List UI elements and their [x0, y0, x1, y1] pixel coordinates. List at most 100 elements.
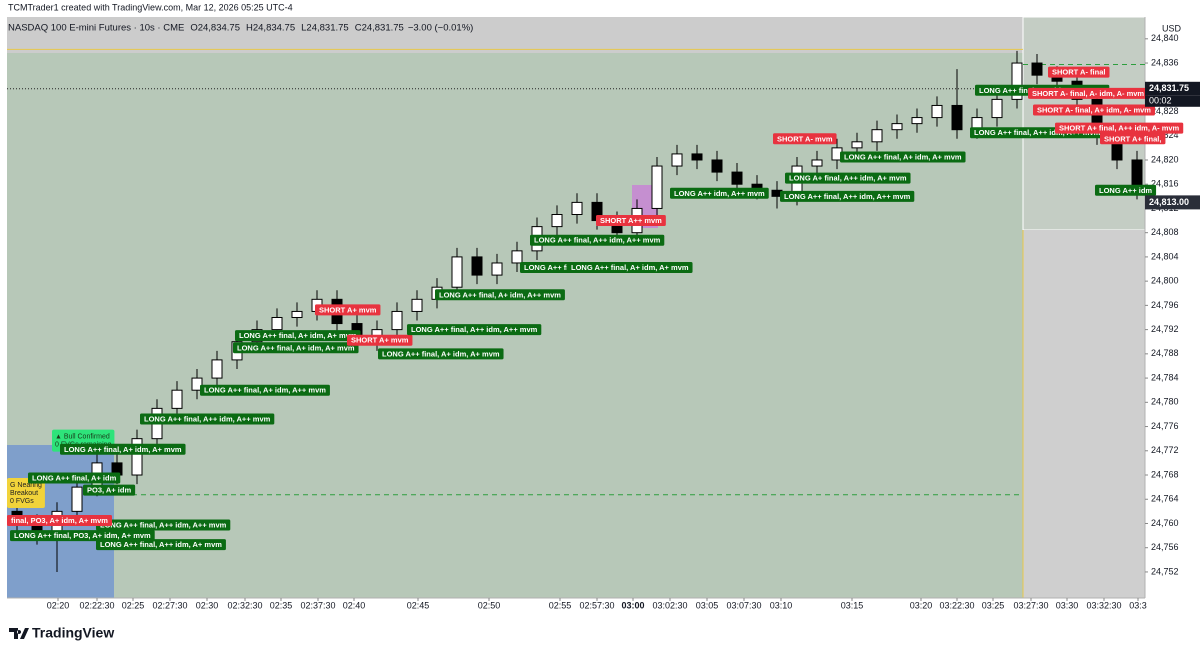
signal-label: SHORT A++ mvm — [600, 216, 662, 225]
candle-body — [671, 153, 683, 167]
countdown: 00:02 — [1149, 96, 1172, 106]
candle-body — [991, 98, 1003, 119]
logo-icon — [9, 628, 29, 639]
candle-body — [931, 104, 943, 119]
y-tick-label: 24,784 — [1151, 372, 1179, 382]
signal-label: LONG A++ final, A+ idm, A+ mvm — [571, 263, 689, 272]
y-tick-label: 24,788 — [1151, 348, 1179, 358]
marker-price-label: 24,813.00 — [1149, 197, 1189, 207]
signal-label: SHORT A+ mvm — [351, 336, 409, 345]
candle-body — [891, 123, 903, 131]
x-tick-label: 02:27:30 — [152, 600, 187, 610]
y-tick-label: 24,800 — [1151, 276, 1179, 286]
x-tick-label: 02:45 — [407, 600, 430, 610]
legend-text: 24,831.75 — [362, 23, 404, 34]
signal-label-bg — [785, 172, 911, 184]
signal-label: LONG A++ final, A++ idm, A+ mvm — [100, 540, 222, 549]
x-tick-label: 02:35 — [270, 600, 293, 610]
signal-label-bg — [378, 348, 504, 360]
legend-text: H — [246, 23, 253, 34]
legend-text: −3.00 (−0.01%) — [408, 23, 474, 34]
signal-label-bg — [1100, 133, 1166, 145]
candle-body — [511, 250, 523, 264]
candle-body — [71, 486, 83, 512]
candle-body — [691, 153, 703, 161]
status-text: G Nearing — [10, 482, 42, 489]
header: TCMTrader1 created with TradingView.com,… — [8, 2, 293, 12]
signal-label: LONG A++ final, A+ idm — [32, 474, 117, 483]
legend-text: O — [190, 23, 197, 34]
candle-body — [1011, 62, 1023, 100]
signal-label: SHORT A- final, A- idm, A- mvm — [1032, 89, 1144, 98]
candle-body — [391, 310, 403, 331]
candle-body — [491, 262, 503, 276]
x-tick-label: 02:22:30 — [79, 600, 114, 610]
footer-brand: TradingView — [32, 625, 114, 641]
signal-label: LONG A++ final, A++ idm, A++ mvm — [411, 325, 538, 334]
candle-body — [191, 377, 203, 391]
y-tick-label: 24,752 — [1151, 566, 1179, 576]
y-tick-label: 24,804 — [1151, 251, 1179, 261]
y-tick-label: 24,768 — [1151, 469, 1179, 479]
signal-label-bg — [235, 330, 361, 342]
signal-label: LONG A++ final, A++ idm, A++ mvm — [974, 128, 1101, 137]
candle-body — [271, 316, 283, 331]
y-tick-label: 24,792 — [1151, 324, 1179, 334]
x-tick-label: 03:25 — [982, 600, 1005, 610]
signal-label-bg — [1033, 104, 1155, 116]
signal-label-bg — [670, 187, 769, 199]
signal-label-bg — [780, 190, 915, 202]
signal-label: SHORT A- final — [1052, 68, 1105, 77]
signal-label-bg — [840, 151, 966, 163]
signal-label-bg — [60, 443, 186, 455]
countdown-bg — [1145, 95, 1200, 107]
signal-label: SHORT A+ final, — [1104, 134, 1161, 143]
logo: TradingView — [9, 625, 114, 641]
y-tick-label: 24,840 — [1151, 33, 1179, 43]
signal-label-bg — [28, 472, 121, 484]
x-tick-label: 02:57:30 — [579, 600, 614, 610]
signal-label: SHORT A- mvm — [777, 134, 833, 143]
y-tick-label: 24,764 — [1151, 494, 1179, 504]
candle-body — [571, 201, 583, 216]
y-tick-label: 24,820 — [1151, 154, 1179, 164]
candle-body — [451, 256, 463, 288]
candle-body — [951, 104, 963, 131]
signal-label-bg — [96, 519, 231, 531]
signal-label-bg — [96, 539, 226, 551]
signal-label: SHORT A- final, A+ idm, A- mvm — [1037, 105, 1151, 114]
status-text: ▲ Bull Confirmed — [55, 433, 110, 440]
signal-label: LONG A+ final, A++ idm, A+ mvm — [789, 174, 907, 183]
x-tick-label: 03:20 — [910, 600, 933, 610]
x-tick-label: 03:32:30 — [1086, 600, 1121, 610]
candle-body — [171, 389, 183, 409]
signal-label-bg — [1048, 66, 1110, 78]
candle-body — [131, 438, 143, 476]
x-tick-label: 03:3 — [1129, 600, 1147, 610]
legend-text: C — [355, 23, 362, 34]
signal-label: LONG A++ final, A+ idm, A+ mvm — [237, 343, 355, 352]
x-tick-label: 03:15 — [841, 600, 864, 610]
future-zone — [1023, 230, 1145, 598]
signal-label: LONG A++ final, A+ idm, A++ mvm — [204, 386, 326, 395]
candle-body — [871, 129, 883, 143]
y-tick-label: 24,760 — [1151, 518, 1179, 528]
signal-label: LONG A++ final, A+ idm, A+ mvm — [239, 331, 357, 340]
y-tick-label: 24,836 — [1151, 57, 1179, 67]
signal-label-bg — [596, 215, 666, 227]
candle-body — [471, 256, 483, 276]
last-price-label: 24,831.75 — [1149, 83, 1189, 93]
legend-text: 24,834.75 — [253, 23, 295, 34]
x-tick-label: 02:55 — [549, 600, 572, 610]
signal-label-bg — [435, 289, 565, 301]
y-tick-label: 24,780 — [1151, 397, 1179, 407]
signal-label-bg — [1055, 122, 1184, 134]
x-tick-label: 03:02:30 — [652, 600, 687, 610]
legend-text: L — [301, 23, 306, 34]
x-tick-label: 03:07:30 — [726, 600, 761, 610]
signal-label: SHORT A+ final, A++ idm, A- mvm — [1059, 124, 1180, 133]
status-text: 0 FVGs — [10, 498, 34, 505]
candle-body — [1031, 62, 1043, 76]
candle-body — [291, 310, 303, 318]
